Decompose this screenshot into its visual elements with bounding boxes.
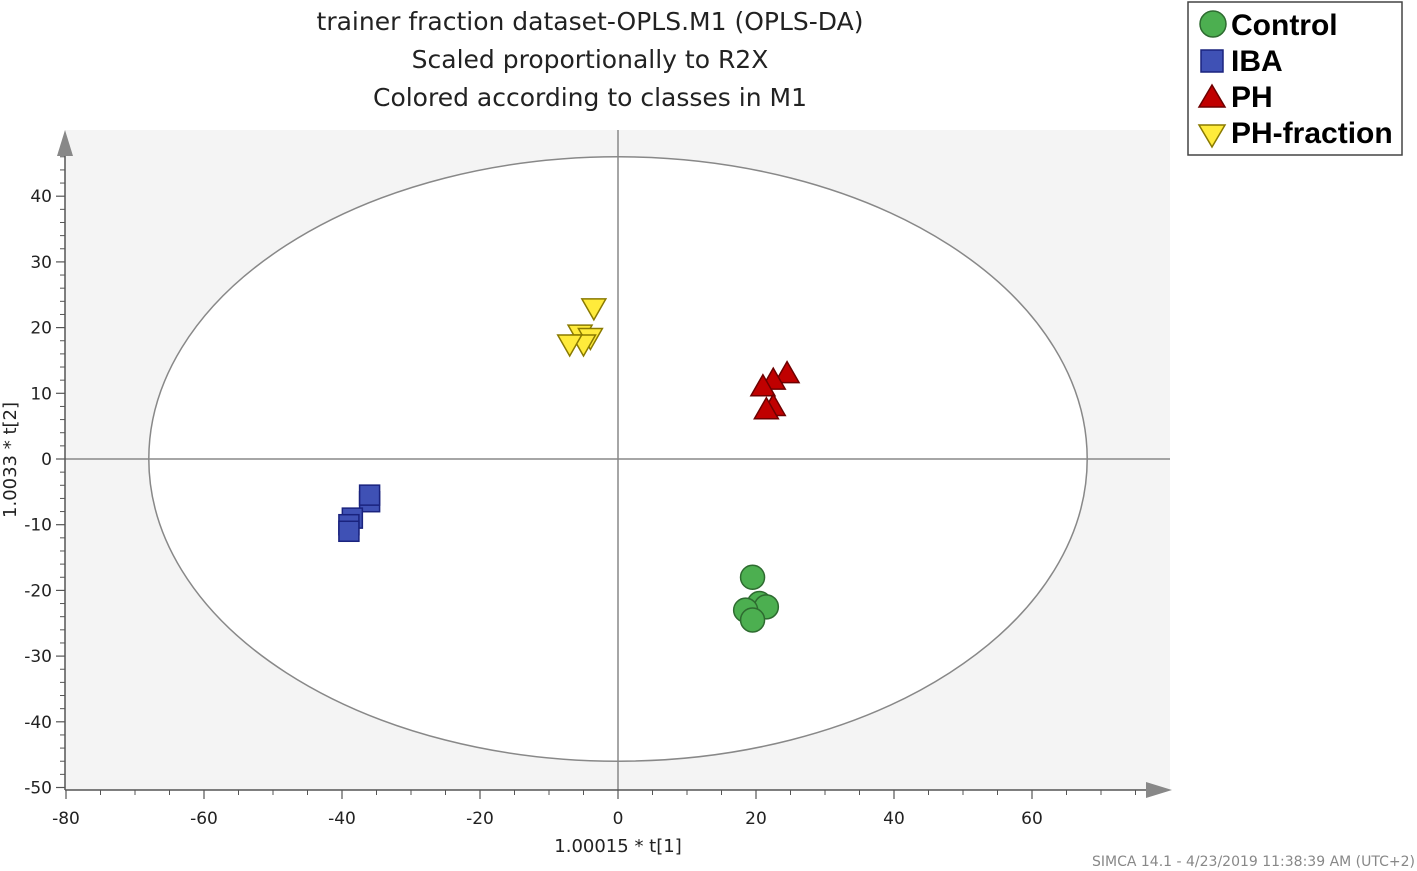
chart-title-line-3: Colored according to classes in M1 [373, 83, 807, 112]
point-iba [358, 484, 381, 506]
x-axis-label: 1.00015 * t[1] [554, 836, 681, 857]
plot-internals [65, 130, 1170, 790]
x-tick-label: -20 [466, 809, 494, 829]
point-ph-fraction [580, 298, 608, 322]
x-tick-label: 60 [1021, 809, 1043, 829]
y-tick-label: 0 [41, 450, 52, 470]
y-tick-label: 40 [30, 187, 52, 207]
y-tick-label: 20 [30, 319, 52, 339]
chart-title-line-2: Scaled proportionally to R2X [412, 45, 769, 74]
point-control [739, 607, 766, 633]
y-axis-label: 1.0033 * t[2] [0, 402, 21, 518]
point-control [739, 564, 766, 591]
legend-triangle-up-icon [1197, 83, 1227, 108]
chart-title-line-1: trainer fraction dataset-OPLS.M1 (OPLS-D… [317, 7, 864, 36]
software-footer: SIMCA 14.1 - 4/23/2019 11:38:39 AM (UTC+… [1092, 854, 1415, 870]
point-ph [773, 360, 801, 384]
legend-label-ph-fraction: PH-fraction [1231, 117, 1393, 150]
x-tick-label: -40 [328, 809, 356, 829]
legend-label-ph: PH [1231, 81, 1273, 114]
x-axis-arrow-icon [1146, 782, 1172, 798]
point-ph-fraction [556, 334, 583, 358]
y-tick-label: 10 [30, 384, 52, 404]
x-tick-label: -80 [52, 809, 80, 829]
legend: Control IBA PH PH-fraction [1187, 1, 1403, 156]
y-tick-label: -30 [24, 647, 52, 667]
axes: -80 -60 -40 -20 0 20 40 60 -50 -40 -30 -20 -10 0 10 20 3… [24, 130, 1172, 829]
legend-label-iba: IBA [1231, 45, 1283, 78]
y-tick-label: -10 [24, 516, 52, 536]
legend-triangle-down-icon [1197, 124, 1227, 149]
y-tick-label: -40 [24, 713, 52, 733]
x-tick-label: -60 [190, 809, 218, 829]
legend-circle-icon [1199, 10, 1227, 38]
y-tick-label: -50 [24, 779, 52, 799]
point-ph [749, 373, 777, 397]
x-tick-label: 20 [745, 809, 767, 829]
y-tick-label: 30 [30, 253, 52, 273]
data-points [338, 298, 801, 633]
y-axis-arrow-icon [57, 130, 73, 156]
legend-label-control: Control [1231, 9, 1338, 42]
point-ph [753, 396, 780, 420]
x-tick-label: 40 [883, 809, 905, 829]
legend-square-icon [1200, 49, 1224, 73]
x-tick-label: 0 [613, 809, 624, 829]
y-tick-label: -20 [24, 581, 52, 601]
point-iba [338, 520, 360, 543]
